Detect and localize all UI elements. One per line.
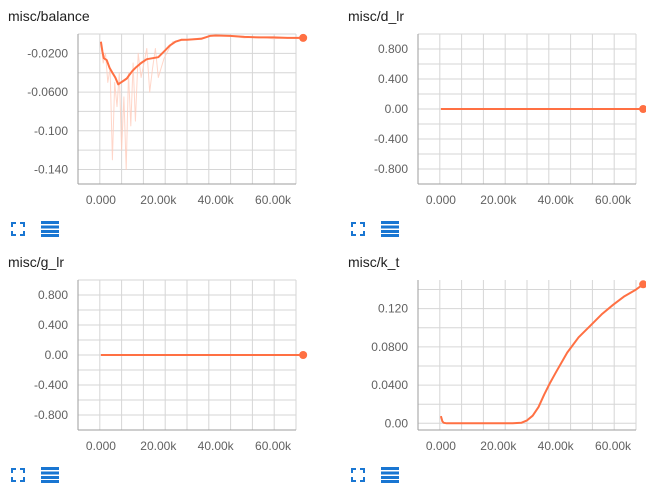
series-end-point (639, 105, 646, 113)
chart-panel-k-t: misc/k_t 0.000 20.00k 40.00k 60.00k 0.120 0.0… (340, 246, 646, 492)
chart-title: misc/g_lr (8, 254, 65, 270)
x-tick-label: 20.00k (480, 193, 517, 207)
chart-panel-balance: misc/balance 0.000 20.00k 40.00k 60.00k -0.0… (0, 0, 323, 246)
x-tick-label: 0.000 (426, 193, 456, 207)
expand-icon[interactable] (8, 220, 28, 238)
y-tick-label: 0.00 (385, 416, 409, 430)
y-tick-label: 0.400 (38, 318, 68, 332)
chart-g-lr-plot[interactable]: 0.000 20.00k 40.00k 60.00k 0.800 0.400 0.00 -0.… (0, 246, 323, 492)
y-tick-label: 0.800 (378, 42, 408, 56)
series-line (99, 34, 304, 86)
y-tick-label: -0.800 (374, 162, 408, 176)
chart-title: misc/balance (8, 8, 90, 24)
series-line (439, 283, 644, 425)
x-tick-label: 20.00k (480, 439, 517, 453)
chart-balance-plot[interactable]: 0.000 20.00k 40.00k 60.00k -0.0200 -0.0600 -0.… (0, 0, 323, 246)
chart-panel-d-lr: misc/d_lr 0.000 20.00k 40.00k 60.00k 0.800 0.… (340, 0, 646, 246)
y-tick-label: 0.00 (385, 102, 409, 116)
y-tick-label: -0.400 (34, 378, 68, 392)
x-tick-label: 40.00k (538, 439, 575, 453)
x-tick-label: 60.00k (255, 193, 292, 207)
chart-k-t-plot[interactable]: 0.000 20.00k 40.00k 60.00k 0.120 0.0800 0.0400… (340, 246, 646, 492)
expand-icon[interactable] (348, 466, 368, 484)
y-tick-label: -0.0600 (27, 85, 68, 99)
expand-icon[interactable] (348, 220, 368, 238)
x-tick-label: 60.00k (595, 193, 632, 207)
x-tick-label: 0.000 (86, 193, 116, 207)
series-raw-line (100, 34, 304, 170)
data-table-icon[interactable] (380, 466, 400, 484)
expand-icon[interactable] (8, 466, 28, 484)
chart-title: misc/k_t (348, 254, 400, 270)
y-tick-label: 0.0400 (371, 378, 408, 392)
x-tick-label: 20.00k (140, 439, 177, 453)
x-tick-label: 0.000 (426, 439, 456, 453)
y-tick-label: 0.800 (38, 288, 68, 302)
x-tick-label: 60.00k (595, 439, 632, 453)
y-tick-label: -0.140 (34, 162, 68, 176)
x-tick-label: 20.00k (140, 193, 177, 207)
x-tick-label: 40.00k (198, 439, 235, 453)
y-tick-label: -0.100 (34, 124, 68, 138)
data-table-icon[interactable] (380, 220, 400, 238)
chart-d-lr-plot[interactable]: 0.000 20.00k 40.00k 60.00k 0.800 0.400 0.00 -0.… (340, 0, 646, 246)
x-tick-label: 0.000 (86, 439, 116, 453)
y-tick-label: -0.400 (374, 132, 408, 146)
chart-title: misc/d_lr (348, 8, 405, 24)
y-tick-label: 0.0800 (371, 340, 408, 354)
series-end-point (299, 33, 308, 42)
series-end-point (639, 280, 646, 289)
y-tick-label: 0.400 (378, 72, 408, 86)
x-tick-label: 40.00k (538, 193, 575, 207)
data-table-icon[interactable] (40, 220, 60, 238)
series-end-point (299, 351, 308, 359)
chart-panel-g-lr: misc/g_lr 0.000 20.00k 40.00k 60.00k 0.800 0.… (0, 246, 323, 492)
data-table-icon[interactable] (40, 466, 60, 484)
x-tick-label: 40.00k (198, 193, 235, 207)
y-tick-label: -0.0200 (27, 46, 68, 60)
y-tick-label: 0.120 (378, 302, 408, 316)
y-tick-label: 0.00 (45, 348, 69, 362)
y-tick-label: -0.800 (34, 408, 68, 422)
x-tick-label: 60.00k (255, 439, 292, 453)
